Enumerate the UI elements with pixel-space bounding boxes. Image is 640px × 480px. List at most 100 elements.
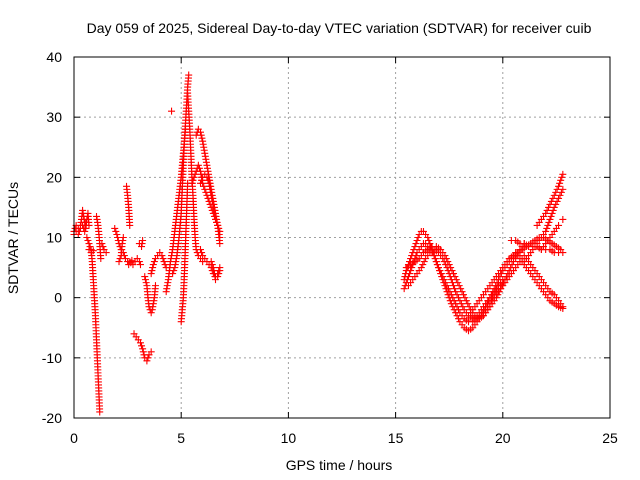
data-point	[197, 131, 205, 139]
data-point	[420, 258, 428, 266]
data-point	[136, 261, 144, 269]
data-point	[111, 224, 119, 232]
data-point	[462, 297, 470, 305]
y-tick-label: 30	[46, 109, 62, 125]
data-point	[464, 300, 472, 308]
data-point	[544, 221, 552, 229]
data-point	[115, 258, 123, 266]
data-point	[549, 206, 557, 214]
data-point	[168, 107, 176, 115]
data-point	[147, 270, 155, 278]
data-point	[547, 197, 555, 205]
data-point	[148, 267, 156, 275]
data-point	[113, 230, 121, 238]
data-point	[141, 276, 149, 284]
data-point	[96, 408, 104, 416]
data-point	[547, 212, 555, 220]
data-point	[119, 234, 127, 241]
data-point	[545, 203, 553, 211]
data-point	[149, 264, 157, 272]
data-point	[99, 243, 107, 251]
data-point	[461, 294, 469, 302]
data-point	[159, 255, 167, 263]
data-point	[424, 234, 432, 241]
data-points	[70, 71, 567, 416]
data-point	[430, 252, 438, 260]
data-point	[404, 273, 412, 281]
data-point	[431, 255, 439, 263]
data-point	[214, 273, 222, 281]
data-point	[149, 261, 157, 269]
data-point	[208, 261, 216, 269]
x-tick-label: 10	[281, 430, 297, 446]
chart-title: Day 059 of 2025, Sidereal Day-to-day VTE…	[87, 20, 592, 36]
data-point	[194, 161, 202, 169]
data-point	[407, 267, 415, 275]
y-tick-label: 40	[46, 49, 62, 65]
data-point	[112, 227, 120, 235]
data-point	[147, 309, 155, 317]
x-tick-label: 0	[70, 430, 78, 446]
data-point	[116, 255, 124, 263]
y-tick-label: 0	[54, 290, 62, 306]
data-point	[126, 221, 134, 229]
data-point	[452, 288, 460, 296]
data-point	[195, 164, 203, 172]
data-point	[411, 243, 419, 251]
data-point	[542, 209, 550, 217]
data-point	[84, 237, 92, 245]
data-point	[439, 255, 447, 263]
data-point	[440, 258, 448, 266]
data-point	[196, 128, 204, 136]
data-point	[447, 276, 455, 284]
axis-ticks	[73, 56, 611, 419]
data-point	[136, 339, 144, 347]
data-point	[160, 258, 168, 266]
data-point	[98, 240, 106, 248]
y-axis-title: SDTVAR / TECUs	[5, 182, 21, 294]
data-point	[459, 291, 467, 299]
data-point	[417, 264, 425, 272]
data-point	[185, 71, 193, 79]
data-point	[432, 258, 440, 266]
data-point	[546, 200, 554, 208]
data-point	[213, 218, 221, 226]
data-point	[142, 279, 150, 287]
data-point	[559, 304, 567, 312]
x-tick-label: 20	[495, 430, 511, 446]
data-point	[216, 227, 224, 235]
data-point	[556, 179, 564, 187]
data-point	[139, 348, 147, 356]
data-point	[216, 240, 224, 248]
data-point	[445, 270, 453, 278]
data-point	[442, 261, 450, 269]
data-point	[442, 279, 450, 287]
data-point	[555, 182, 563, 190]
data-point	[555, 221, 563, 229]
data-point	[215, 270, 223, 278]
data-point	[128, 256, 136, 264]
data-point	[559, 249, 567, 257]
data-point	[139, 345, 147, 353]
data-point	[542, 227, 550, 235]
x-tick-labels: 0 5 10 15 20 25	[70, 430, 618, 446]
data-point	[543, 206, 551, 214]
data-point	[437, 270, 445, 278]
data-point	[558, 173, 566, 181]
data-point	[449, 282, 457, 290]
data-point	[457, 300, 465, 308]
data-point	[102, 249, 110, 257]
data-point	[214, 221, 222, 229]
x-axis-title: GPS time / hours	[286, 457, 393, 473]
data-point	[190, 173, 198, 181]
data-point	[143, 357, 151, 365]
data-point	[414, 234, 422, 241]
data-point	[198, 176, 206, 184]
data-point	[552, 188, 560, 196]
y-tick-label: 10	[46, 230, 62, 246]
data-point	[207, 258, 215, 266]
data-point	[457, 285, 465, 293]
data-point	[203, 173, 211, 181]
data-point	[433, 261, 441, 269]
